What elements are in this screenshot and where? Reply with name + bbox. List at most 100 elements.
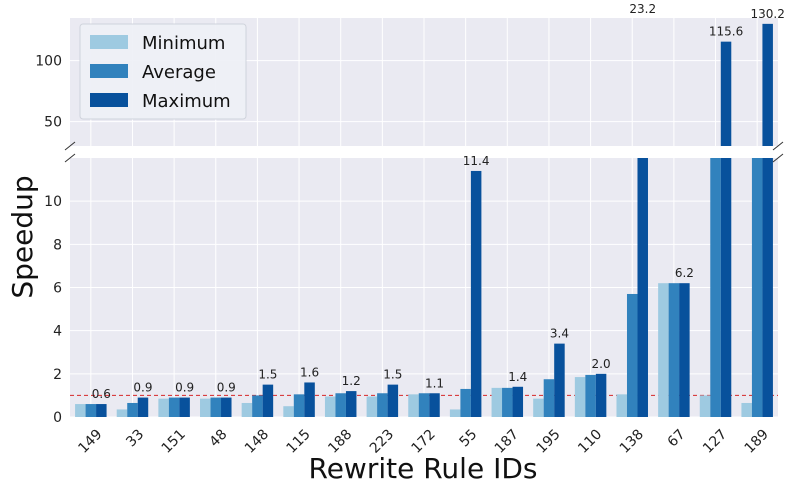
data-label: 1.6: [300, 365, 319, 379]
bar-maximum: [96, 404, 107, 417]
bar-maximum: [595, 373, 607, 417]
y-tick-label-lower: 0: [53, 410, 62, 426]
bar-marks: [64, 23, 784, 417]
legend-label-average: Average: [142, 62, 216, 83]
bar-maximum: [137, 397, 149, 417]
bar-maximum: [221, 397, 232, 417]
legend-swatch-minimum: [90, 35, 128, 49]
bar-maximum: [262, 384, 274, 417]
legend: Minimum Average Maximum: [79, 23, 247, 120]
axis-break-mark: [772, 153, 784, 163]
bars-lower: [75, 158, 773, 417]
bar-minimum: [533, 398, 544, 417]
data-label: 3.4: [550, 327, 569, 341]
data-label: 1.1: [425, 376, 444, 390]
data-label: 115.6: [709, 25, 743, 39]
legend-swatch-maximum: [90, 93, 128, 107]
bar-minimum: [658, 283, 669, 417]
bar-maximum: [179, 397, 190, 417]
bar-minimum: [241, 402, 253, 417]
bars-upper: [720, 23, 773, 146]
x-tick-label: 195: [533, 426, 563, 456]
axis-break-mark: [64, 153, 76, 163]
bar-average: [85, 404, 97, 417]
bar-average: [502, 387, 513, 417]
x-tick-label: 148: [242, 426, 272, 456]
bar-maximum: [679, 283, 690, 417]
bar-average: [710, 158, 721, 417]
x-tick-label: 138: [617, 426, 647, 456]
bar-average: [252, 395, 263, 417]
data-labels: 0.6 0.9 0.9 0.9 1.5 1.6 1.2 1.5 1.1 11.4 1.4 3.4 2.0…: [92, 2, 785, 401]
legend-label-maximum: Maximum: [142, 91, 231, 112]
bar-maximum: [637, 158, 648, 417]
data-label: 2.0: [592, 357, 611, 371]
data-label: 1.2: [342, 374, 361, 388]
y-tick-label-lower: 8: [53, 237, 62, 253]
x-tick-label: 149: [75, 426, 105, 456]
bar-minimum: [200, 398, 211, 417]
bar-average: [668, 283, 680, 417]
bar-maximum: [304, 382, 315, 417]
axis-break-mark: [64, 141, 76, 151]
bar-minimum: [449, 409, 461, 417]
x-tick-label: 48: [207, 426, 231, 450]
legend-label-minimum: Minimum: [142, 33, 225, 54]
bar-average: [460, 388, 471, 417]
bar-maximum-upper: [720, 41, 732, 146]
bar-minimum: [574, 377, 586, 417]
y-tick-label-upper: 100: [35, 54, 62, 70]
data-label: 6.2: [675, 266, 694, 280]
y-tick-label-lower: 4: [53, 324, 62, 340]
bar-maximum: [762, 158, 773, 417]
bar-average: [751, 158, 763, 417]
data-label: 23.2: [629, 2, 656, 16]
x-tick-label: 151: [159, 426, 189, 456]
bar-minimum: [741, 402, 752, 417]
bar-maximum: [512, 386, 524, 417]
x-tick-labels: 149 33 151 48 148 115 188 223 172 55 187 195 110 138 6…: [75, 426, 772, 456]
bar-average: [293, 394, 305, 417]
data-label: 0.6: [92, 387, 111, 401]
x-axis-label: Rewrite Rule IDs: [309, 452, 538, 485]
axis-break-mark: [772, 141, 784, 151]
data-label: 130.2: [750, 7, 784, 21]
bar-average: [377, 393, 388, 417]
data-label: 0.9: [217, 381, 236, 395]
bar-maximum: [345, 391, 357, 417]
bar-maximum: [554, 343, 565, 417]
bar-minimum: [75, 404, 86, 417]
bar-average: [335, 393, 346, 417]
x-tick-label: 55: [456, 426, 480, 450]
bar-average: [543, 379, 555, 417]
data-label: 1.4: [508, 370, 527, 384]
legend-swatch-average: [90, 64, 128, 78]
bar-minimum: [616, 394, 627, 417]
x-tick-label: 189: [742, 426, 772, 456]
bar-maximum: [429, 393, 440, 417]
bar-average: [585, 374, 596, 417]
y-tick-label-lower: 10: [44, 194, 62, 210]
y-tick-label-upper: 50: [44, 115, 62, 131]
x-tick-label: 67: [665, 426, 689, 450]
x-tick-label: 127: [700, 426, 730, 456]
bar-maximum: [720, 158, 732, 417]
bar-minimum: [491, 387, 503, 417]
bar-minimum: [116, 409, 128, 417]
x-tick-label: 110: [575, 426, 605, 456]
bar-maximum: [387, 384, 399, 417]
y-tick-label-lower: 6: [53, 281, 62, 297]
data-label: 1.5: [383, 368, 402, 382]
bar-maximum-upper: [762, 23, 773, 146]
bar-average: [418, 393, 430, 417]
bar-average: [626, 293, 638, 417]
bar-maximum: [470, 170, 482, 417]
bar-average: [210, 397, 222, 417]
x-tick-label: 33: [123, 426, 147, 450]
data-label: 0.9: [175, 381, 194, 395]
bar-minimum: [408, 394, 419, 417]
bar-average: [168, 397, 180, 417]
bar-minimum: [158, 398, 169, 417]
bar-minimum: [324, 396, 336, 417]
